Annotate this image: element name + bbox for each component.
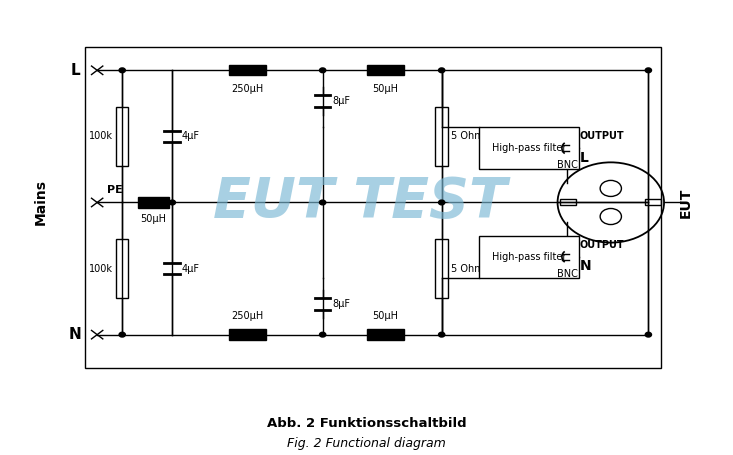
Bar — [84, 47, 661, 368]
Bar — [435, 239, 448, 298]
Text: BNC: BNC — [556, 268, 578, 278]
Bar — [479, 236, 580, 278]
Text: L: L — [70, 63, 80, 78]
Text: Mains: Mains — [34, 179, 48, 226]
Text: 50μH: 50μH — [372, 311, 398, 321]
Text: PE: PE — [106, 185, 122, 195]
Text: 8μF: 8μF — [332, 96, 350, 106]
Text: Fig. 2 Functional diagram: Fig. 2 Functional diagram — [287, 437, 446, 450]
Circle shape — [438, 200, 445, 205]
Text: 250μH: 250μH — [232, 311, 264, 321]
Circle shape — [645, 68, 652, 73]
Text: 50μH: 50μH — [372, 84, 398, 94]
Text: L: L — [580, 151, 589, 165]
Bar — [229, 65, 266, 76]
Text: BNC: BNC — [556, 160, 578, 170]
Text: 5 Ohm: 5 Ohm — [451, 263, 484, 273]
Circle shape — [438, 68, 445, 73]
Bar — [366, 65, 404, 76]
Text: 50μH: 50μH — [141, 214, 166, 224]
Bar — [560, 199, 576, 206]
Text: N: N — [69, 327, 81, 342]
Bar — [116, 239, 128, 298]
Circle shape — [320, 68, 325, 73]
Text: OUTPUT: OUTPUT — [580, 131, 624, 141]
Text: 5 Ohm: 5 Ohm — [451, 131, 484, 142]
Bar — [435, 106, 448, 166]
Text: 250μH: 250μH — [232, 84, 264, 94]
Text: High-pass filter: High-pass filter — [492, 252, 567, 262]
Text: EUT TEST: EUT TEST — [213, 176, 507, 229]
Text: Abb. 2 Funktionsschaltbild: Abb. 2 Funktionsschaltbild — [267, 417, 466, 430]
Circle shape — [645, 332, 652, 337]
Text: 4μF: 4μF — [182, 263, 199, 273]
Bar — [116, 106, 128, 166]
Circle shape — [119, 68, 125, 73]
Circle shape — [320, 200, 325, 205]
Text: High-pass filter: High-pass filter — [492, 143, 567, 153]
Text: 8μF: 8μF — [332, 299, 350, 309]
Circle shape — [119, 332, 125, 337]
Text: 100k: 100k — [89, 263, 113, 273]
Circle shape — [438, 332, 445, 337]
Bar — [645, 199, 661, 206]
Text: 100k: 100k — [89, 131, 113, 142]
Text: OUTPUT: OUTPUT — [580, 240, 624, 250]
Bar — [479, 127, 580, 169]
Text: 4μF: 4μF — [182, 131, 199, 142]
Bar — [366, 329, 404, 340]
Text: EUT: EUT — [679, 187, 693, 217]
Bar — [138, 197, 169, 207]
Circle shape — [320, 332, 325, 337]
Bar — [229, 329, 266, 340]
Circle shape — [169, 200, 175, 205]
Text: N: N — [580, 259, 591, 273]
